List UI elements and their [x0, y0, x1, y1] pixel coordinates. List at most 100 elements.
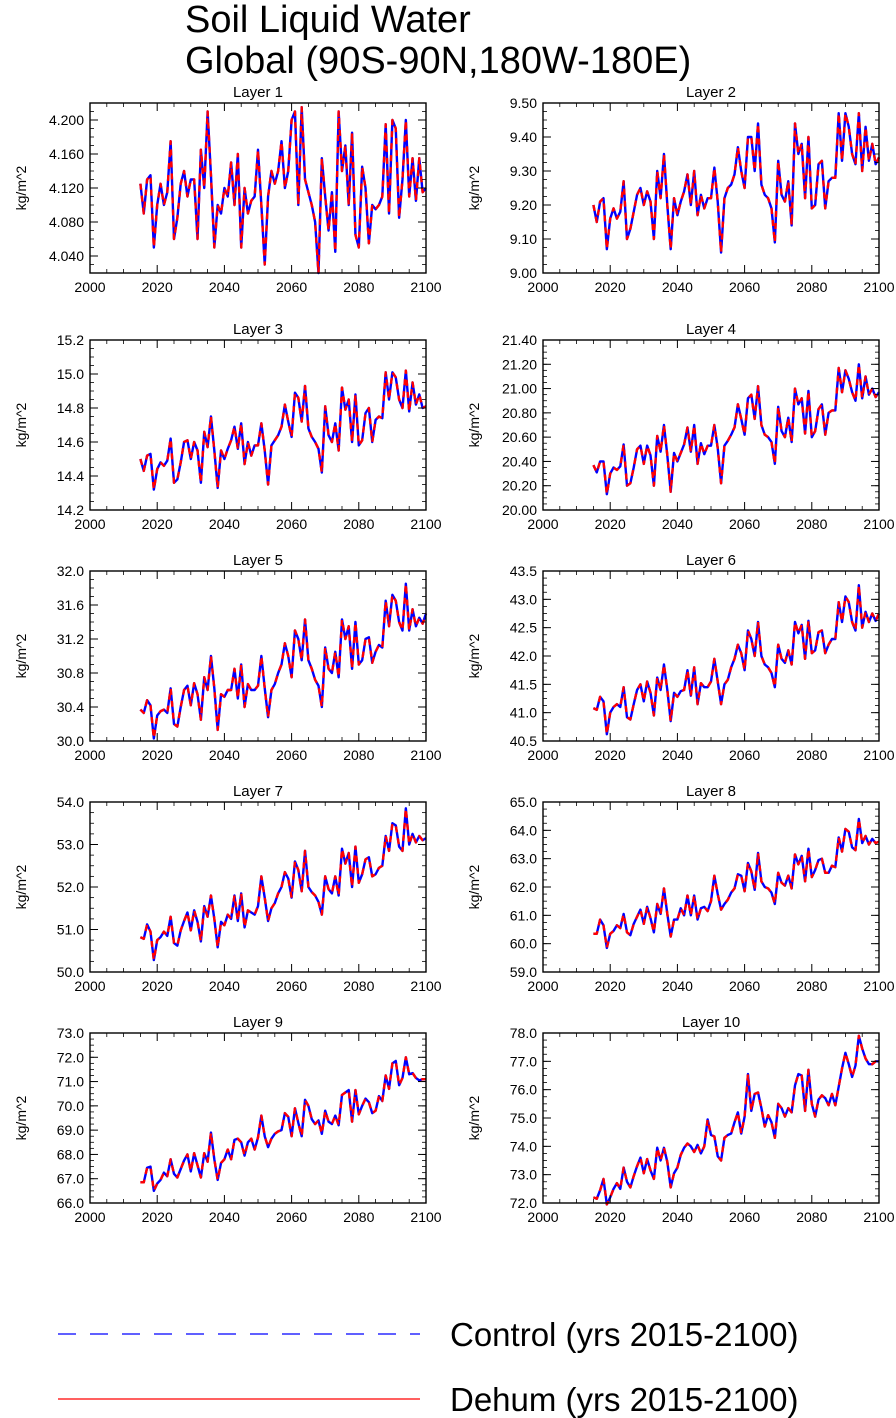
y-tick-label: 9.20 — [510, 197, 537, 213]
y-tick-label: 21.40 — [502, 332, 537, 348]
y-tick-label: 67.0 — [57, 1171, 84, 1187]
x-tick-label: 2020 — [595, 747, 626, 763]
x-tick-label: 2020 — [142, 516, 173, 532]
y-tick-label: 43.0 — [510, 591, 537, 607]
series-line-dehum — [140, 1056, 426, 1193]
x-tick-label: 2100 — [863, 747, 894, 763]
x-tick-label: 2100 — [410, 516, 441, 532]
chart-layer-7: Layer 7 kg/m^2 2000 2020 2040 2060 2080 2100 50.… — [13, 783, 442, 994]
y-tick-label: 43.5 — [510, 563, 537, 579]
x-tick-label: 2040 — [662, 1209, 693, 1225]
x-tick-label: 2040 — [209, 747, 240, 763]
x-tick-label: 2020 — [142, 747, 173, 763]
x-tick-label: 2080 — [796, 516, 827, 532]
x-tick-label: 2040 — [209, 1209, 240, 1225]
legend-control-label: Control (yrs 2015-2100) — [450, 1316, 799, 1353]
x-tick-label: 2020 — [142, 279, 173, 295]
y-tick-label: 21.20 — [502, 356, 537, 372]
series-line-control — [592, 583, 881, 736]
chart-title-layer-8: Layer 8 — [686, 783, 736, 800]
y-tick-label: 9.30 — [510, 163, 537, 179]
y-tick-label: 4.040 — [49, 248, 84, 264]
y-tick-label: 73.0 — [57, 1025, 84, 1041]
y-tick-label: 74.0 — [510, 1138, 537, 1154]
y-tick-label: 14.6 — [57, 434, 84, 450]
y-tick-label: 60.0 — [510, 936, 537, 952]
x-tick-label: 2020 — [142, 978, 173, 994]
x-tick-label: 2060 — [276, 516, 307, 532]
x-tick-label: 2020 — [595, 978, 626, 994]
x-tick-label: 2000 — [74, 516, 105, 532]
chart-layer-3: Layer 3 kg/m^2 2000 2020 2040 2060 2080 2100 14.… — [13, 321, 442, 532]
chart-title-layer-2: Layer 2 — [686, 84, 736, 101]
y-tick-label: 14.2 — [57, 502, 84, 518]
x-tick-label: 2080 — [343, 279, 374, 295]
y-tick-label: 42.0 — [510, 648, 537, 664]
chart-layer-5: Layer 5 kg/m^2 2000 2020 2040 2060 2080 2100 30.… — [13, 552, 442, 763]
y-axis-label: kg/m^2 — [466, 402, 482, 447]
x-tick-label: 2020 — [142, 1209, 173, 1225]
x-tick-label: 2040 — [662, 747, 693, 763]
y-tick-label: 14.4 — [57, 468, 84, 484]
y-tick-label: 9.00 — [510, 265, 537, 281]
x-tick-label: 2080 — [343, 747, 374, 763]
y-axis-label: kg/m^2 — [13, 165, 29, 210]
y-tick-label: 42.5 — [510, 620, 537, 636]
y-tick-label: 9.10 — [510, 231, 537, 247]
series-line-dehum — [139, 582, 428, 740]
series-line-dehum — [592, 363, 880, 496]
y-tick-label: 41.5 — [510, 676, 537, 692]
figure-title-line-2: Global (90S-90N,180W-180E) — [185, 40, 692, 82]
x-tick-label: 2080 — [796, 279, 827, 295]
y-tick-label: 72.0 — [510, 1195, 537, 1211]
x-tick-label: 2100 — [863, 516, 894, 532]
y-tick-label: 71.0 — [57, 1074, 84, 1090]
x-tick-label: 2060 — [729, 516, 760, 532]
y-tick-label: 4.080 — [49, 214, 84, 230]
x-tick-label: 2000 — [527, 279, 558, 295]
chart-title-layer-4: Layer 4 — [686, 321, 736, 338]
y-tick-label: 64.0 — [510, 822, 537, 838]
x-tick-label: 2080 — [343, 1209, 374, 1225]
x-tick-label: 2080 — [343, 978, 374, 994]
y-tick-label: 20.20 — [502, 478, 537, 494]
y-tick-label: 31.6 — [57, 597, 84, 613]
x-tick-label: 2000 — [527, 978, 558, 994]
x-tick-label: 2060 — [729, 978, 760, 994]
y-axis-label: kg/m^2 — [466, 1095, 482, 1140]
y-tick-label: 68.0 — [57, 1146, 84, 1162]
y-tick-label: 77.0 — [510, 1053, 537, 1069]
x-tick-label: 2000 — [74, 747, 105, 763]
x-tick-label: 2100 — [863, 978, 894, 994]
chart-layer-6: Layer 6 kg/m^2 2000 2020 2040 2060 2080 2100 40.… — [466, 552, 895, 763]
y-tick-label: 78.0 — [510, 1025, 537, 1041]
y-tick-label: 41.0 — [510, 705, 537, 721]
y-tick-label: 40.5 — [510, 733, 537, 749]
y-tick-label: 31.2 — [57, 631, 84, 647]
y-axis-label: kg/m^2 — [466, 165, 482, 210]
x-tick-label: 2080 — [343, 516, 374, 532]
y-tick-label: 20.80 — [502, 405, 537, 421]
y-tick-label: 20.40 — [502, 453, 537, 469]
figure-title-line-1: Soil Liquid Water — [185, 0, 471, 41]
x-tick-label: 2000 — [527, 747, 558, 763]
chart-layer-2: Layer 2 kg/m^2 2000 2020 2040 2060 2080 2100 9.0… — [466, 84, 895, 295]
y-axis-label: kg/m^2 — [466, 633, 482, 678]
x-tick-label: 2040 — [209, 978, 240, 994]
series-line-dehum — [139, 369, 427, 491]
figure-title: Soil Liquid Water Global (90S-90N,180W-1… — [185, 0, 691, 82]
x-tick-label: 2080 — [796, 1209, 827, 1225]
y-tick-label: 30.8 — [57, 665, 84, 681]
y-tick-label: 65.0 — [510, 794, 537, 810]
y-tick-label: 4.120 — [49, 180, 84, 196]
y-axis-label: kg/m^2 — [13, 1095, 29, 1140]
y-tick-label: 30.4 — [57, 699, 84, 715]
series-line-dehum — [139, 106, 427, 275]
x-tick-label: 2060 — [729, 279, 760, 295]
y-tick-label: 61.0 — [510, 907, 537, 923]
y-tick-label: 51.0 — [57, 922, 84, 938]
legend-dehum-label: Dehum (yrs 2015-2100) — [450, 1381, 799, 1418]
x-tick-label: 2100 — [410, 279, 441, 295]
y-tick-label: 14.8 — [57, 400, 84, 416]
